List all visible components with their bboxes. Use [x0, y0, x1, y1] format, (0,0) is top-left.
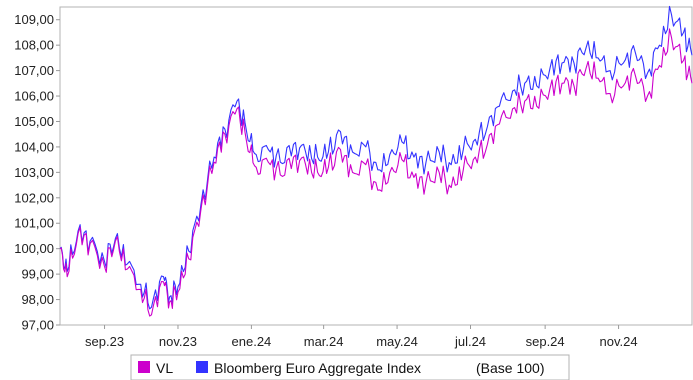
series-layer [59, 5, 693, 317]
series-line-bloomberg [59, 5, 693, 310]
legend-base-note: (Base 100) [476, 360, 544, 376]
y-axis: 97,00 98,00 99,00 100,00 101,00 102,00 103,00 1… [14, 12, 60, 333]
legend: VL Bloomberg Euro Aggregate Index (Base … [130, 354, 570, 380]
y-tick-label: 104,00 [14, 139, 54, 154]
x-tick-label: may.24 [376, 334, 418, 349]
legend-swatch-bloomberg [196, 361, 208, 373]
y-tick-label: 105,00 [14, 114, 54, 129]
y-tick-label: 107,00 [14, 63, 54, 78]
y-tick-label: 99,00 [21, 267, 54, 282]
legend-swatch-vl [138, 361, 150, 373]
x-tick-label: jul.24 [454, 334, 486, 349]
x-tick-label: mar.24 [304, 334, 344, 349]
x-tick-label: ene.24 [232, 334, 272, 349]
y-tick-label: 109,00 [14, 12, 54, 27]
legend-label-vl: VL [156, 360, 173, 376]
y-tick-label: 100,00 [14, 241, 54, 256]
plot-frame [59, 6, 693, 326]
x-tick-label: sep.24 [526, 334, 565, 349]
y-tick-label: 102,00 [14, 190, 54, 205]
y-tick-label: 103,00 [14, 165, 54, 180]
x-tick-label: sep.23 [85, 334, 124, 349]
legend-label-bloomberg: Bloomberg Euro Aggregate Index [214, 360, 421, 376]
y-tick-label: 108,00 [14, 38, 54, 53]
y-tick-label: 101,00 [14, 216, 54, 231]
x-axis: sep.23 nov.23 ene.24 mar.24 may.24 jul.24 sep.… [85, 325, 638, 349]
y-tick-label: 106,00 [14, 89, 54, 104]
y-tick-label: 98,00 [21, 292, 54, 307]
x-tick-label: nov.23 [159, 334, 197, 349]
x-tick-label: nov.24 [600, 334, 638, 349]
y-tick-label: 97,00 [21, 318, 54, 333]
series-line-vl [59, 28, 693, 317]
